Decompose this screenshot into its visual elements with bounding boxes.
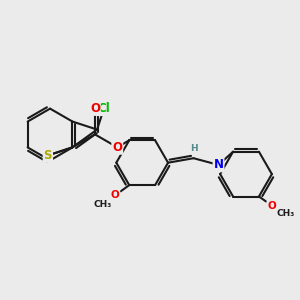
Text: O: O xyxy=(111,190,119,200)
Text: CH₃: CH₃ xyxy=(277,208,295,217)
Text: O: O xyxy=(90,102,100,115)
Text: H: H xyxy=(190,144,197,153)
Text: S: S xyxy=(44,149,52,162)
Text: N: N xyxy=(214,158,224,171)
Text: O: O xyxy=(268,201,276,211)
Text: O: O xyxy=(112,141,122,154)
Text: CH₃: CH₃ xyxy=(93,200,112,209)
Text: Cl: Cl xyxy=(98,102,110,115)
